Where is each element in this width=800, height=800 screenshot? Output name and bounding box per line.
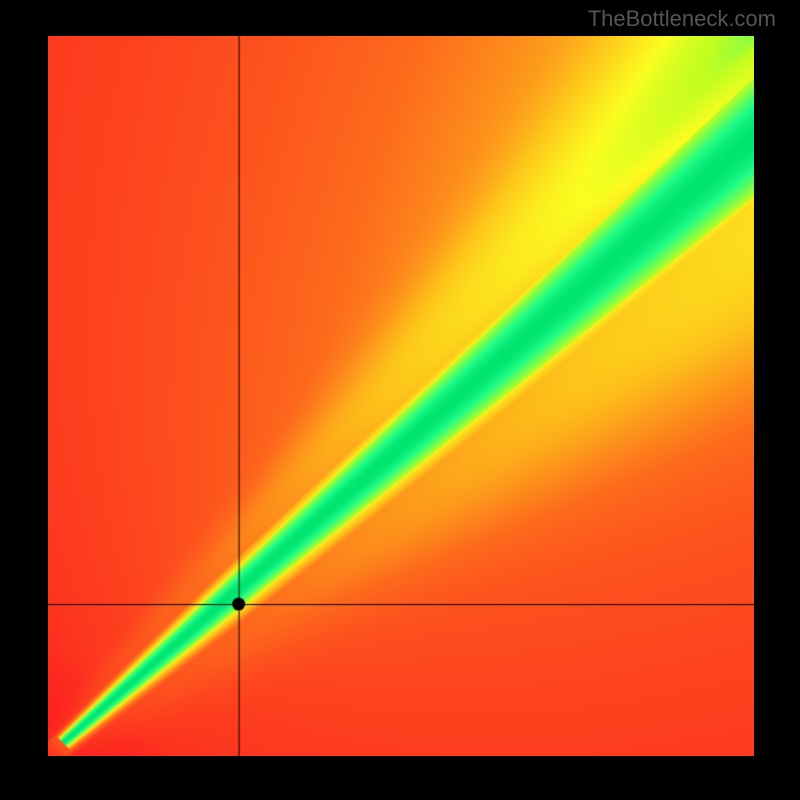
plot-background	[0, 0, 800, 800]
heatmap-canvas	[48, 36, 754, 756]
figure-container: TheBottleneck.com	[0, 0, 800, 800]
watermark-text: TheBottleneck.com	[588, 6, 776, 32]
